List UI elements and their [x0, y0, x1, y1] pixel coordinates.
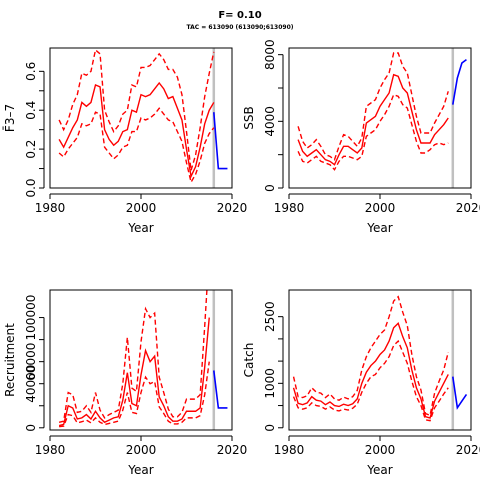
y-axis-label: F̄3–7	[3, 104, 17, 132]
y-tick-label: 0	[263, 184, 277, 192]
x-tick-label: 2020	[217, 201, 248, 215]
x-tick-label: 2020	[456, 201, 480, 215]
x-tick-label: 1980	[35, 443, 66, 457]
y-axis-label: SSB	[242, 106, 256, 129]
y-tick-label: 4000	[263, 106, 277, 137]
y-axis-label: Recruitment	[3, 323, 17, 397]
lower-line	[297, 93, 449, 171]
series-group	[58, 48, 228, 185]
x-tick-label: 2000	[365, 443, 396, 457]
y-tick-label: 60000	[24, 343, 38, 381]
x-tick-label: 2020	[217, 443, 248, 457]
projection-line	[452, 59, 467, 105]
series-group	[297, 52, 467, 171]
projection-line	[213, 370, 228, 409]
y-tick-label: 1000	[263, 368, 277, 399]
y-tick-label: 0.4	[24, 101, 38, 120]
estimate-line	[297, 73, 449, 166]
y-tick-label: 2500	[263, 301, 277, 332]
series-group	[58, 290, 228, 428]
y-tick-label: 8000	[263, 39, 277, 70]
figure-subtitle: TAC = 613090 (613090;613090)	[186, 24, 294, 31]
y-axis-label: Catch	[242, 343, 256, 378]
series-group	[292, 295, 468, 422]
estimate-line	[58, 317, 210, 427]
x-axis-label: Year	[366, 463, 392, 477]
estimate-line	[58, 81, 215, 179]
plot-frame	[288, 47, 472, 189]
chart-panel-1: 1980 2000 2020 Year 0.0 0.2 0.4 0.6 F̄3–7	[3, 47, 248, 235]
x-tick-label: 2000	[126, 443, 157, 457]
upper-line	[297, 52, 449, 161]
lower-line	[292, 339, 449, 422]
y-tick-label: 0.0	[24, 178, 38, 197]
upper-line	[292, 295, 449, 417]
upper-line	[58, 290, 208, 423]
x-axis-label: Year	[127, 463, 153, 477]
projection-line	[213, 112, 228, 170]
lower-line	[58, 107, 215, 185]
y-tick-label: 0.2	[24, 140, 38, 159]
upper-line	[58, 48, 215, 171]
figure-title: F= 0.10	[218, 10, 262, 21]
y-tick-label: 100000	[24, 295, 38, 341]
x-tick-label: 2000	[365, 201, 396, 215]
y-tick-label: 0	[263, 424, 277, 432]
plot-frame	[288, 289, 472, 431]
y-tick-label: 0	[24, 424, 38, 432]
x-tick-label: 1980	[274, 201, 305, 215]
chart-panel-4: 1980 2000 2020 Year 0 1000 2500 Catch	[242, 289, 480, 477]
y-tick-label: 40000	[24, 365, 38, 403]
x-axis-label: Year	[127, 221, 153, 235]
x-tick-label: 1980	[274, 443, 305, 457]
x-axis-label: Year	[366, 221, 392, 235]
plot-frame	[49, 47, 233, 189]
y-tick-label: 0.6	[24, 62, 38, 81]
x-tick-label: 2000	[126, 201, 157, 215]
plot-frame	[49, 289, 233, 431]
x-tick-label: 2020	[456, 443, 480, 457]
chart-panel-2: 1980 2000 2020 Year 0 4000 8000 SSB	[242, 39, 480, 235]
lower-line	[59, 361, 210, 428]
estimate-line	[292, 322, 449, 419]
projection-line	[452, 376, 468, 410]
x-tick-label: 1980	[35, 201, 66, 215]
